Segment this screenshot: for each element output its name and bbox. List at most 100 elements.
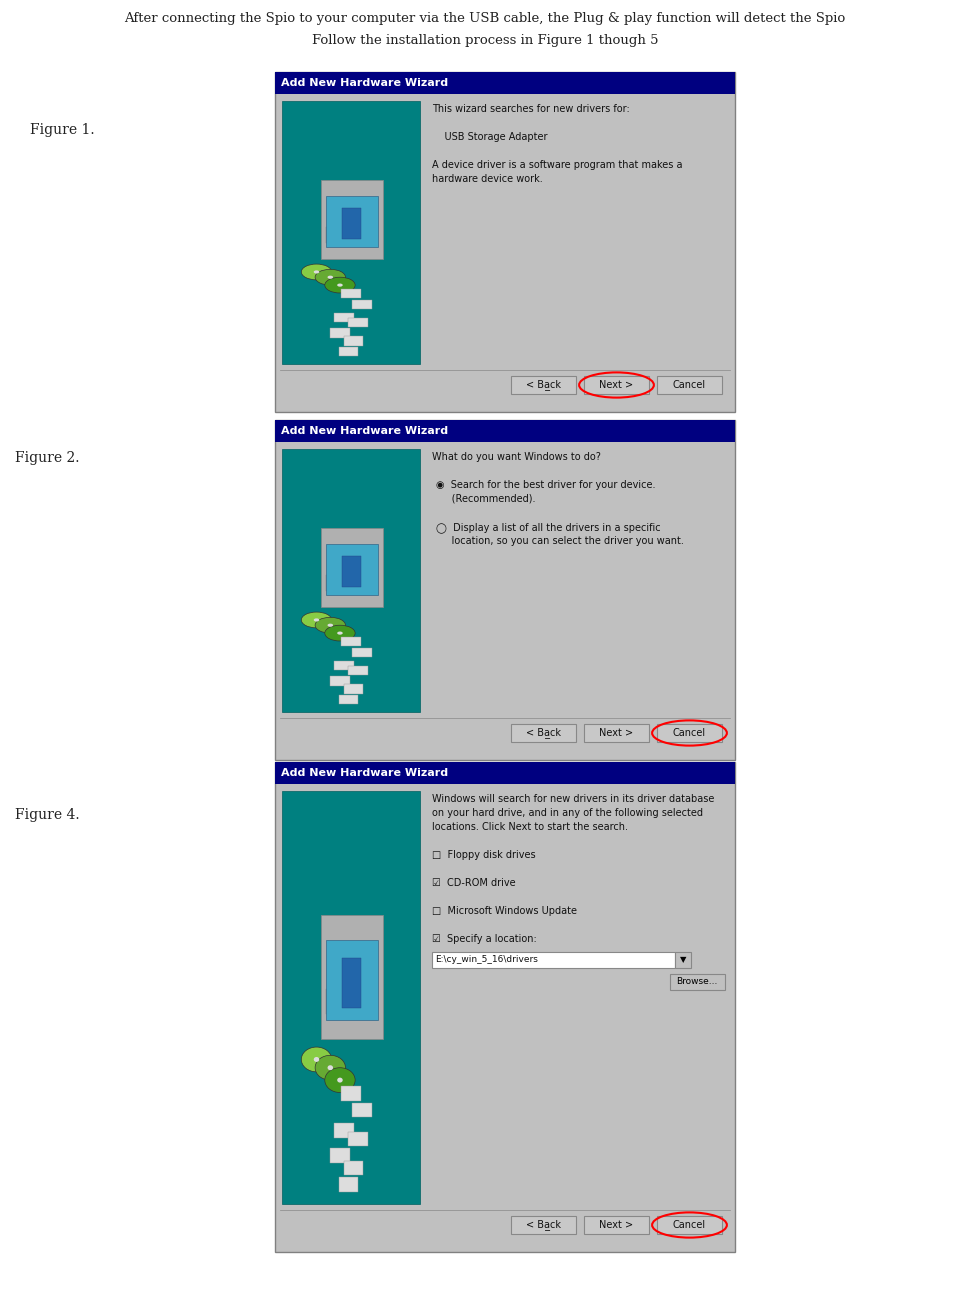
Ellipse shape bbox=[315, 1056, 345, 1080]
Bar bbox=[348, 318, 367, 328]
Text: locations. Click Next to start the search.: locations. Click Next to start the searc… bbox=[431, 822, 627, 832]
Bar bbox=[334, 313, 354, 322]
Bar bbox=[330, 1148, 349, 1162]
Bar bbox=[275, 72, 735, 412]
Bar bbox=[275, 762, 735, 1252]
Bar bbox=[282, 790, 420, 1204]
Bar bbox=[656, 376, 721, 394]
Text: □  Microsoft Windows Update: □ Microsoft Windows Update bbox=[431, 906, 577, 916]
Text: < Ba̲ck: < Ba̲ck bbox=[525, 728, 560, 738]
Bar bbox=[344, 337, 363, 346]
Ellipse shape bbox=[313, 270, 319, 273]
Text: Cancel: Cancel bbox=[672, 728, 705, 738]
Text: Add New Hardware Wizard: Add New Hardware Wizard bbox=[281, 768, 448, 777]
Bar bbox=[326, 940, 377, 1020]
Text: ▼: ▼ bbox=[679, 956, 685, 965]
Text: Cancel: Cancel bbox=[672, 1219, 705, 1230]
Ellipse shape bbox=[301, 1046, 331, 1071]
Text: Follow the installation process in Figure 1 though 5: Follow the installation process in Figur… bbox=[311, 34, 658, 47]
Bar bbox=[330, 676, 349, 685]
Text: < Ba̲ck: < Ba̲ck bbox=[525, 380, 560, 390]
Bar bbox=[511, 376, 576, 394]
Text: on your hard drive, and in any of the following selected: on your hard drive, and in any of the fo… bbox=[431, 809, 703, 818]
Ellipse shape bbox=[325, 625, 355, 641]
Ellipse shape bbox=[301, 612, 331, 628]
Bar bbox=[282, 101, 420, 364]
Text: Cancel: Cancel bbox=[672, 380, 705, 390]
Bar bbox=[348, 1132, 367, 1147]
Text: ◯  Display a list of all the drivers in a specific: ◯ Display a list of all the drivers in a… bbox=[435, 523, 660, 533]
Bar bbox=[321, 915, 383, 1039]
Ellipse shape bbox=[337, 283, 342, 287]
Text: hardware device work.: hardware device work. bbox=[431, 174, 543, 185]
Text: < Ba̲ck: < Ba̲ck bbox=[525, 1219, 560, 1231]
Bar bbox=[352, 1102, 371, 1117]
Text: ◉  Search for the best driver for your device.: ◉ Search for the best driver for your de… bbox=[435, 480, 655, 490]
Bar bbox=[341, 289, 360, 298]
Bar bbox=[511, 1216, 576, 1234]
Bar bbox=[334, 660, 354, 670]
Bar bbox=[342, 555, 360, 588]
Text: Figure 4.: Figure 4. bbox=[15, 809, 79, 822]
Bar bbox=[342, 958, 360, 1008]
Bar bbox=[338, 347, 358, 356]
Text: Add New Hardware Wizard: Add New Hardware Wizard bbox=[281, 426, 448, 436]
Text: Figure 1.: Figure 1. bbox=[30, 124, 95, 136]
Text: Browse...: Browse... bbox=[675, 978, 717, 987]
Bar bbox=[511, 724, 576, 742]
Text: What do you want Windows to do?: What do you want Windows to do? bbox=[431, 452, 600, 462]
Bar bbox=[341, 637, 360, 646]
Text: (Recommended).: (Recommended). bbox=[435, 494, 535, 504]
Bar bbox=[321, 179, 383, 259]
Ellipse shape bbox=[337, 1078, 342, 1083]
Bar bbox=[344, 1161, 363, 1175]
Bar bbox=[674, 952, 690, 968]
Text: E:\cy_win_5_16\drivers: E:\cy_win_5_16\drivers bbox=[434, 956, 538, 965]
Ellipse shape bbox=[301, 264, 331, 280]
Bar bbox=[583, 1216, 648, 1234]
Text: After connecting the Spio to your computer via the USB cable, the Plug & play fu: After connecting the Spio to your comput… bbox=[124, 12, 845, 25]
Ellipse shape bbox=[328, 624, 332, 627]
Text: Next >: Next > bbox=[599, 1219, 633, 1230]
Ellipse shape bbox=[315, 269, 345, 285]
Ellipse shape bbox=[313, 1057, 319, 1062]
Bar bbox=[656, 1216, 721, 1234]
Bar bbox=[352, 299, 371, 309]
Ellipse shape bbox=[315, 618, 345, 633]
Bar bbox=[338, 1178, 358, 1192]
Bar bbox=[275, 420, 735, 442]
Text: ☑  Specify a location:: ☑ Specify a location: bbox=[431, 933, 536, 944]
Text: □  Floppy disk drives: □ Floppy disk drives bbox=[431, 850, 535, 861]
Bar bbox=[326, 227, 367, 243]
Bar bbox=[275, 72, 735, 94]
Bar bbox=[338, 696, 358, 705]
Bar bbox=[326, 196, 377, 247]
Ellipse shape bbox=[313, 619, 319, 621]
Text: Add New Hardware Wizard: Add New Hardware Wizard bbox=[281, 78, 448, 88]
Bar bbox=[321, 528, 383, 607]
Bar bbox=[431, 952, 674, 968]
Bar bbox=[342, 208, 360, 239]
Bar bbox=[326, 575, 367, 592]
Text: Figure 2.: Figure 2. bbox=[15, 451, 79, 465]
Text: location, so you can select the driver you want.: location, so you can select the driver y… bbox=[435, 536, 683, 546]
Text: Next >: Next > bbox=[599, 728, 633, 738]
Text: A device driver is a software program that makes a: A device driver is a software program th… bbox=[431, 160, 682, 170]
Bar bbox=[583, 724, 648, 742]
Bar bbox=[330, 329, 349, 338]
Bar bbox=[275, 762, 735, 784]
Text: Next >: Next > bbox=[599, 380, 633, 390]
Bar bbox=[348, 666, 367, 675]
Text: This wizard searches for new drivers for:: This wizard searches for new drivers for… bbox=[431, 104, 629, 114]
Bar bbox=[583, 376, 648, 394]
Bar bbox=[334, 1123, 354, 1138]
Ellipse shape bbox=[325, 1067, 355, 1092]
Bar bbox=[352, 647, 371, 656]
Ellipse shape bbox=[328, 276, 332, 278]
Ellipse shape bbox=[328, 1065, 332, 1070]
Bar bbox=[341, 1087, 360, 1101]
Text: USB Storage Adapter: USB Storage Adapter bbox=[431, 133, 547, 142]
Bar bbox=[275, 420, 735, 760]
Bar bbox=[656, 724, 721, 742]
Ellipse shape bbox=[337, 632, 342, 634]
